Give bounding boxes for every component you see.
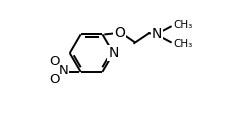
Text: O: O <box>49 73 60 86</box>
Text: N: N <box>108 46 119 60</box>
Text: N: N <box>152 27 162 41</box>
Text: CH₃: CH₃ <box>173 39 192 49</box>
Text: O: O <box>114 26 125 40</box>
Text: CH₃: CH₃ <box>173 20 192 30</box>
Text: O: O <box>49 55 60 68</box>
Text: N: N <box>59 64 68 77</box>
